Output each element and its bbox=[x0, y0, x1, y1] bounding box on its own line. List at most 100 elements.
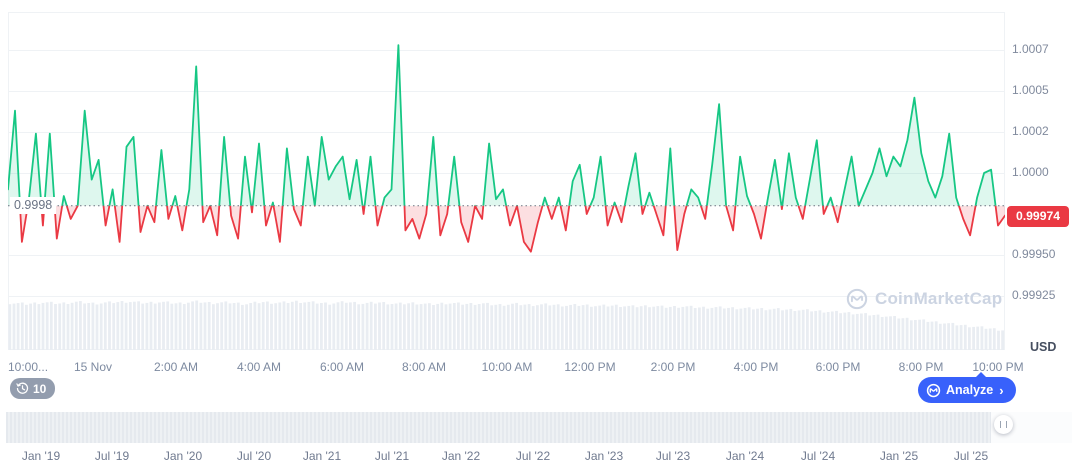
volume-bar bbox=[868, 315, 872, 350]
volume-bar bbox=[544, 303, 548, 350]
volume-bar bbox=[457, 302, 460, 350]
year-label: Jan '25 bbox=[879, 449, 919, 463]
volume-bar bbox=[253, 301, 257, 350]
volume-bar bbox=[199, 302, 203, 350]
volume-bar bbox=[440, 302, 444, 350]
volume-bar bbox=[569, 304, 572, 350]
volume-bar bbox=[872, 315, 876, 350]
volume-bar bbox=[369, 301, 373, 350]
coinmarketcap-watermark: CoinMarketCap bbox=[846, 288, 1002, 310]
volume-bar bbox=[224, 301, 228, 350]
volume-bar bbox=[702, 306, 705, 350]
volume-bar bbox=[884, 316, 888, 350]
volume-bar bbox=[423, 303, 427, 350]
volume-bar bbox=[91, 302, 95, 350]
volume-bar bbox=[108, 301, 111, 350]
volume-bar bbox=[411, 302, 415, 350]
volume-bar bbox=[220, 302, 224, 350]
volume-bar bbox=[145, 302, 149, 350]
volume-bar bbox=[374, 303, 377, 350]
volume-bar bbox=[315, 303, 319, 350]
volume-bar bbox=[290, 301, 294, 350]
replay-badge[interactable]: 10 bbox=[10, 378, 56, 399]
volume-bar bbox=[241, 304, 244, 350]
volume-bar bbox=[511, 303, 514, 350]
volume-bar bbox=[668, 306, 672, 350]
volume-bar bbox=[41, 302, 45, 350]
x-tick-label: 10:00 PM bbox=[972, 360, 1024, 374]
volume-bar bbox=[54, 304, 57, 350]
volume-bar bbox=[531, 306, 535, 350]
volume-bar bbox=[992, 328, 996, 350]
year-label: Jan '24 bbox=[725, 449, 765, 463]
volume-bar bbox=[191, 301, 194, 350]
volume-bar bbox=[12, 303, 16, 350]
volume-bar bbox=[797, 310, 801, 350]
volume-bar bbox=[768, 309, 772, 350]
volume-bar bbox=[644, 305, 647, 350]
volume-bar bbox=[498, 304, 502, 350]
volume-bar bbox=[855, 313, 859, 350]
price-chart-canvas[interactable] bbox=[8, 12, 1005, 350]
volume-bar bbox=[789, 308, 793, 350]
volume-bar bbox=[963, 324, 967, 350]
volume-bar bbox=[162, 301, 165, 350]
volume-bar bbox=[187, 302, 190, 350]
volume-bar bbox=[270, 303, 273, 350]
y-tick-label: 1.0005 bbox=[1012, 83, 1049, 97]
volume-bar bbox=[727, 307, 730, 350]
volume-bar bbox=[328, 304, 332, 350]
volume-bar bbox=[602, 304, 606, 350]
y-tick-label: 0.99950 bbox=[1012, 247, 1056, 261]
volume-bar bbox=[274, 303, 278, 350]
volume-bar bbox=[951, 322, 955, 350]
volume-bar bbox=[698, 307, 701, 350]
volume-bar bbox=[232, 303, 236, 350]
volume-bar bbox=[212, 304, 215, 350]
volume-bar bbox=[540, 304, 543, 350]
year-label: Jul '20 bbox=[236, 449, 272, 463]
x-tick-label: 8:00 PM bbox=[898, 360, 944, 374]
year-label: Jul '23 bbox=[655, 449, 691, 463]
range-navigator-band[interactable] bbox=[6, 412, 991, 443]
x-tick-label: 6:00 AM bbox=[319, 360, 365, 374]
volume-bar bbox=[99, 303, 103, 350]
volume-bar bbox=[689, 305, 693, 350]
year-label: Jul '19 bbox=[94, 449, 130, 463]
volume-bar bbox=[905, 317, 909, 350]
volume-bar bbox=[560, 306, 564, 350]
volume-bar bbox=[133, 301, 136, 350]
volume-bar bbox=[627, 305, 631, 350]
volume-bar bbox=[490, 305, 494, 350]
volume-bar bbox=[747, 307, 751, 350]
volume-bar bbox=[648, 307, 651, 350]
volume-bar bbox=[448, 303, 452, 350]
volume-bar bbox=[623, 306, 626, 350]
year-label: Jul '25 bbox=[953, 449, 989, 463]
volume-bar bbox=[984, 328, 988, 350]
navigator-drag-handle[interactable] bbox=[994, 415, 1013, 434]
volume-bar bbox=[344, 302, 348, 350]
x-tick-label: 4:00 PM bbox=[733, 360, 779, 374]
y-tick-label: 1.0002 bbox=[1012, 124, 1049, 138]
volume-bar bbox=[619, 307, 622, 350]
volume-bar bbox=[577, 305, 581, 350]
volume-bar bbox=[249, 303, 253, 350]
volume-bar bbox=[461, 304, 464, 350]
volume-bar bbox=[785, 309, 788, 350]
volume-bar bbox=[386, 304, 390, 350]
price-line-up bbox=[8, 44, 997, 206]
volume-bar bbox=[37, 304, 41, 350]
volume-bar bbox=[195, 300, 199, 350]
volume-bar bbox=[452, 303, 456, 350]
volume-bar bbox=[606, 306, 610, 350]
volume-bar bbox=[839, 313, 842, 350]
volume-bar bbox=[87, 303, 91, 350]
volume-bar bbox=[216, 303, 219, 350]
volume-bar bbox=[116, 302, 120, 350]
x-tick-label: 15 Nov bbox=[73, 360, 113, 374]
analyze-button[interactable]: Analyze › bbox=[918, 372, 1016, 403]
volume-bar bbox=[515, 302, 518, 350]
volume-bar bbox=[236, 302, 240, 350]
volume-bar bbox=[735, 309, 739, 350]
